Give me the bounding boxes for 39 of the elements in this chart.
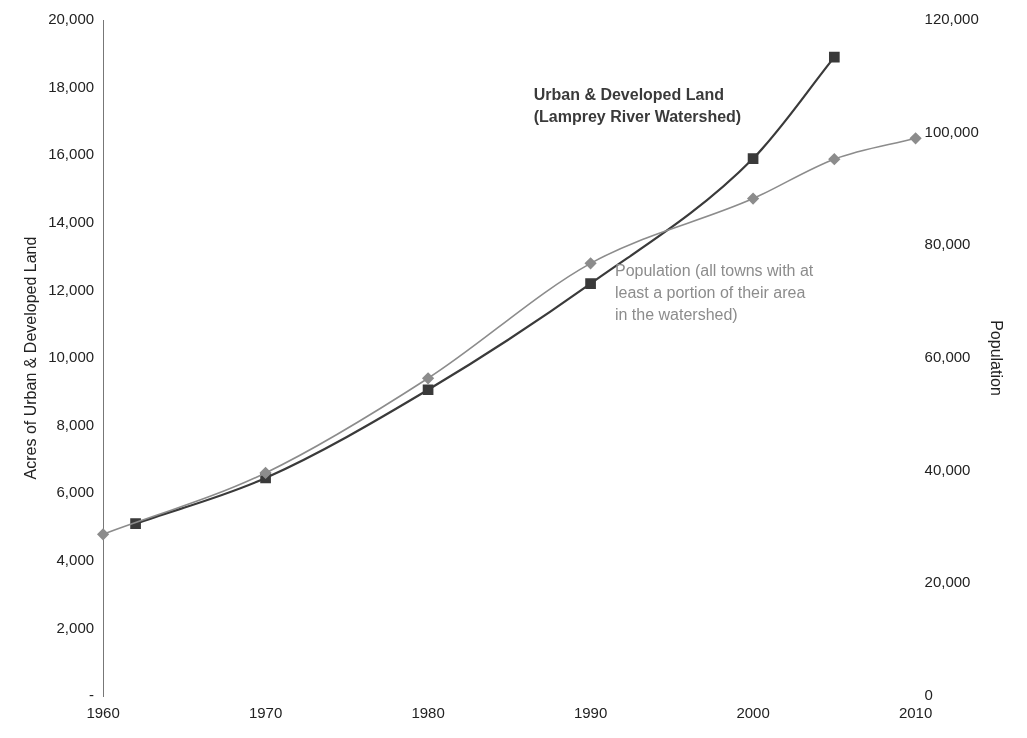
y-tick-label: 4,000	[56, 550, 95, 568]
y2-tick-label: 40,000	[924, 460, 971, 478]
point	[747, 192, 759, 205]
point	[422, 384, 434, 396]
point	[828, 153, 841, 165]
y2-tick-label: 80,000	[924, 235, 971, 253]
y2-axis-title: Population	[987, 320, 1005, 396]
x-tick-label: 1980	[411, 704, 445, 722]
point	[828, 51, 840, 63]
series-label: Population (all towns with at least a portion of their area in the watershed)	[614, 261, 814, 323]
point	[909, 132, 922, 145]
point	[259, 467, 272, 479]
y-tick-label: 6,000	[56, 483, 95, 501]
y-tick-label: 18,000	[48, 77, 95, 95]
y2-tick-label: 60,000	[924, 348, 971, 366]
y-tick-label: 14,000	[48, 212, 95, 230]
point	[97, 528, 109, 541]
x-tick-label: 1990	[573, 704, 608, 722]
y-tick-label: -	[89, 686, 95, 704]
point	[585, 278, 596, 289]
point	[584, 257, 597, 270]
x-tick-label: 1960	[86, 704, 120, 722]
y-tick-label: 16,000	[48, 145, 95, 163]
y-tick-label: 12,000	[48, 280, 95, 298]
y2-tick-label: 0	[924, 686, 933, 704]
x-tick-label: 2010	[898, 704, 933, 722]
y-tick-label: 10,000	[48, 348, 95, 366]
series-label: Urban & Developed Land (Lamprey River Watershed)	[533, 86, 742, 126]
x-tick-label: 1970	[248, 704, 283, 722]
y-tick-label: 2,000	[56, 618, 95, 636]
y-tick-label: 20,000	[48, 10, 95, 28]
point	[422, 372, 434, 385]
x-tick-label: 2000	[736, 704, 770, 722]
y2-tick-label: 120,000	[924, 10, 979, 28]
y-tick-label: 8,000	[56, 415, 95, 433]
y2-tick-label: 20,000	[924, 573, 971, 591]
y2-tick-label: 100,000	[924, 122, 979, 140]
point	[747, 153, 759, 164]
y-axis-title: Acres of Urban & Developed Land	[22, 236, 40, 480]
